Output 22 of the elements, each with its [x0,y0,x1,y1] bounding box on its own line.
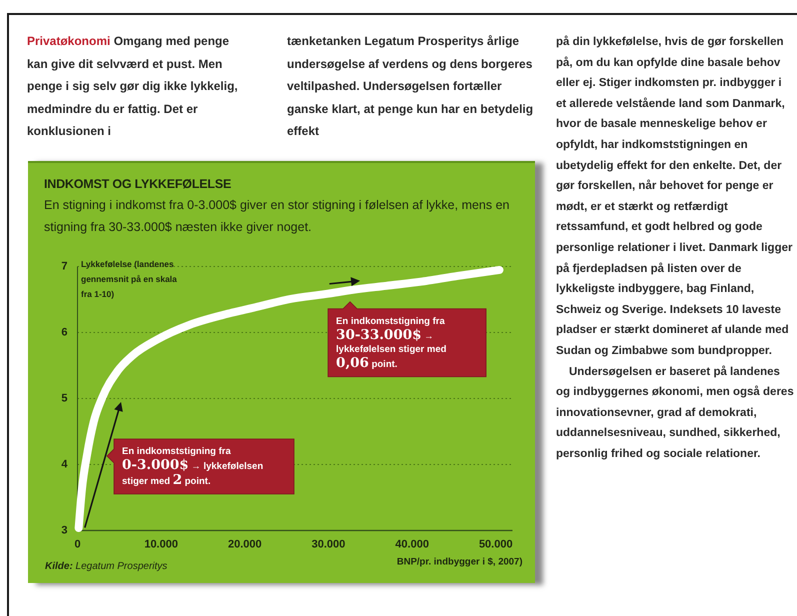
x-tick-label: 30.000 [312,538,346,550]
x-tick-label: 20.000 [228,538,262,550]
y-tick-label: 3 [61,524,68,536]
y-tick-label: 6 [61,326,68,338]
x-tick-label: 50.000 [478,538,513,550]
x-axis-title: BNP/pr. indbygger i $, 2007) [396,556,522,568]
y-tick-label: 7 [61,260,68,272]
chart-title: INDKOMST OG LYKKEFØLELSE [44,177,232,191]
text: En indkomststigning fra 0-3.000$ → lykkefølelsen stiger med 2 point. [122,446,264,488]
annotation: En indkomststigning fra 30-33.000$ → lykkefølelsen stiger med 0,06 point. [335,314,448,373]
y-tick-label: 4 [61,458,68,470]
text: Kilde: Legatum Prosperitys [45,561,168,572]
x-tick-label: 40.000 [395,538,429,550]
text: på din lykkefølelse, hvis de gør forskellen på, om du kan opfylde dine basale behov eller ej. Stiger indkomsten pr. indbygger i et allerede velstående land som Danmark, hvor de basale menneskelige behov er opfyldt, har indkomststigningen en ubetydelig effekt for den enkelte. Det, der gør forskellen, når behovet for penge er mødt, er et stærkt og retfærdigt retssamfund, et godt helbred og gode personlige relationer i livet. Danmark ligger på fjerdepladsen på listen over de lykkeligste indbyggere, bag Finland, Schweiz og Sverige. Indeksets 10 laveste pladser er stærkt domineret af ulande med Sudan og Zimbabwe som bundpropper. [556,36,792,357]
y-tick-label: 5 [61,392,68,404]
chart-subtitle: En stigning i indkomst fra 0-3.000$ giver en stor stigning i følelsen af lykke, mens en stigning fra 30-33.000$ næsten ikke giver noget. [44,197,511,236]
text: Undersøgelsen er baseret på landenes og indbyggernes økonomi, men også deres innovationsevner, grad af demokrati, uddannelsesniveau, sundhed, sikkerhed, personlig frihed og sociale relationer. [556,364,794,462]
y-axis-title: Lykkefølelse (landenes gennemsnit på en skala fra 1-10) [81,258,178,301]
text: Privatøkonomi [27,34,110,48]
x-tick-label: 0 [74,538,81,550]
x-tick-label: 10.000 [144,538,178,550]
text: tænketanken Legatum Prosperitys årlige undersøgelse af verdens og dens borgeres veltilpashed. Undersøgelsen fortæller ganske klart, at penge kun har en betydelig effekt [287,33,534,140]
